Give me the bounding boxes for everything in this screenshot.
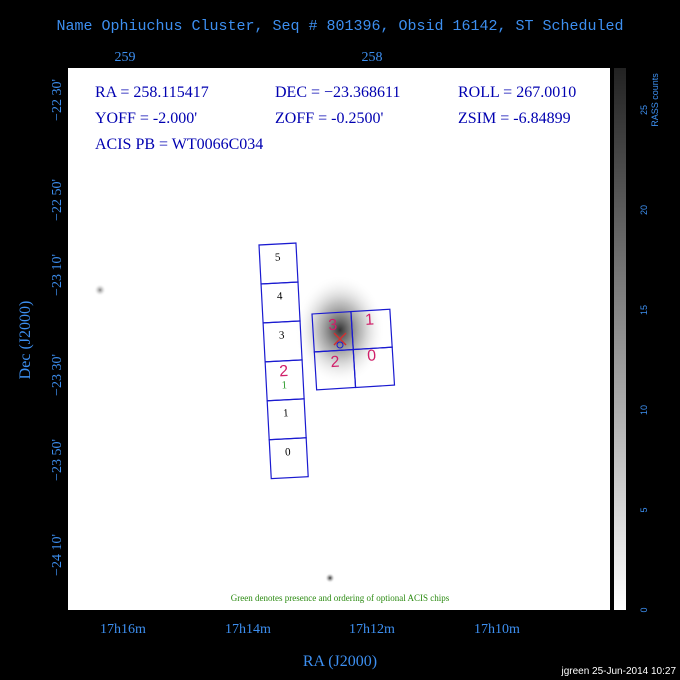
chip-label: 1	[283, 407, 289, 419]
bottom-tick-label: 17h16m	[100, 622, 146, 637]
left-tick-label: −24 10'	[50, 534, 65, 576]
acis-s-array: 5 4 3 2 1 0 1	[258, 242, 309, 480]
note: Green denotes presence and ordering of o…	[231, 593, 450, 603]
chip-label: 0	[285, 446, 292, 458]
y-axis-label: Dec (J2000)	[17, 301, 34, 380]
info-text: ACIS PB = WT0066C034	[95, 136, 263, 153]
info-text: DEC = −23.368611	[275, 84, 400, 101]
chip-label: 3	[328, 317, 338, 335]
point-source	[325, 573, 335, 583]
left-tick-label: −23 50'	[50, 439, 65, 481]
colorbar-tick-label: 10	[639, 405, 649, 415]
chip-label: 5	[275, 251, 282, 263]
info-text: ZOFF = -0.2500'	[275, 110, 383, 127]
left-tick-label: −23 10'	[50, 254, 65, 296]
left-tick-label: −22 50'	[50, 179, 65, 221]
chip-label: 2	[330, 354, 340, 372]
chip-label: 0	[367, 347, 377, 365]
credit: jgreen 25-Jun-2014 10:27	[560, 666, 676, 677]
info-text: YOFF = -2.000'	[95, 110, 197, 127]
acis-i-array: 3 1 2 0	[311, 308, 396, 391]
top-axis: 259 258	[115, 50, 383, 65]
colorbar-tick-label: 5	[639, 507, 649, 512]
chip-label: 1	[365, 311, 375, 329]
cluster-emission	[295, 275, 385, 385]
colorbar-tick-label: 0	[639, 607, 649, 612]
colorbar-tick-label: 25	[639, 105, 649, 115]
colorbar-label: RASS counts	[650, 73, 660, 127]
aimpoint	[333, 332, 347, 349]
title: Name Ophiuchus Cluster, Seq # 801396, Ob…	[56, 18, 623, 35]
left-tick-label: −23 30'	[50, 354, 65, 396]
chip	[268, 437, 309, 480]
chip	[352, 346, 396, 389]
colorbar-axis: 0 5 10 15 20 25 RASS counts	[639, 73, 660, 613]
info-block: RA = 258.115417 DEC = −23.368611 ROLL = …	[95, 84, 576, 153]
optional-chip-label: 1	[281, 379, 287, 391]
x-axis-label: RA (J2000)	[303, 653, 377, 670]
info-text: ROLL = 267.0010	[458, 84, 576, 101]
chip-label: 2	[279, 363, 289, 380]
bottom-tick-label: 17h10m	[474, 622, 520, 637]
info-text: ZSIM = -6.84899	[458, 110, 571, 127]
left-tick-label: −22 30'	[50, 79, 65, 121]
bottom-tick-label: 17h12m	[349, 622, 395, 637]
top-tick-label: 258	[362, 50, 383, 65]
top-tick-label: 259	[115, 50, 136, 65]
bottom-axis: 17h16m 17h14m 17h12m 17h10m RA (J2000)	[100, 622, 520, 670]
colorbar	[614, 68, 626, 610]
point-source	[94, 284, 106, 296]
chip-label: 3	[279, 329, 286, 341]
colorbar-tick-label: 15	[639, 305, 649, 315]
chip-label: 4	[277, 290, 284, 302]
left-axis: −22 30' −22 50' −23 10' −23 30' −23 50' …	[17, 79, 65, 576]
info-text: RA = 258.115417	[95, 84, 209, 101]
bottom-tick-label: 17h14m	[225, 622, 271, 637]
colorbar-tick-label: 20	[639, 205, 649, 215]
